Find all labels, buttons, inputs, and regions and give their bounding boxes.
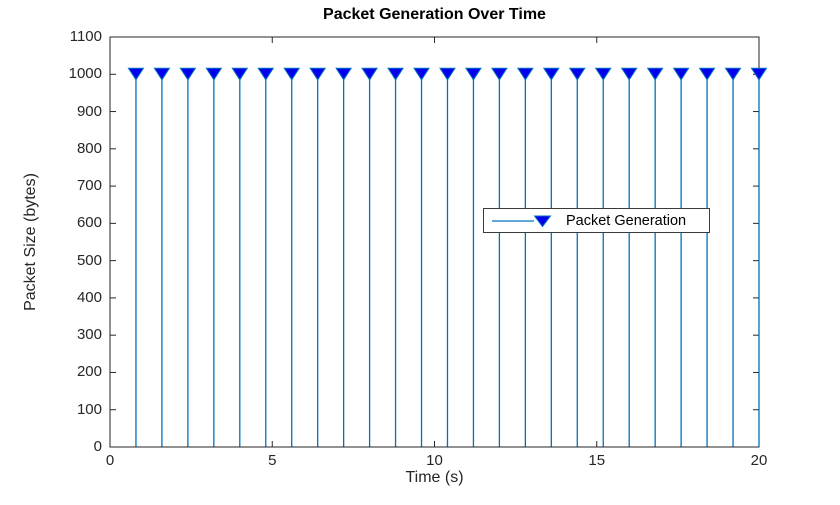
- stem-marker: [542, 67, 560, 81]
- chart-title: Packet Generation Over Time: [323, 6, 546, 23]
- y-tick-label: 500: [76, 251, 102, 269]
- y-tick-label: 200: [76, 363, 102, 381]
- stem-marker: [724, 67, 742, 81]
- y-tick-label: 400: [76, 288, 102, 306]
- axes-border: [109, 36, 760, 448]
- stem-marker: [516, 67, 534, 81]
- stem-marker: [231, 67, 249, 81]
- stem-marker: [387, 67, 404, 81]
- stem-marker: [257, 67, 275, 81]
- stem-marker: [568, 67, 586, 81]
- stem-marker: [283, 67, 301, 81]
- stem-marker: [309, 67, 327, 81]
- stem-marker: [179, 67, 197, 81]
- stem-marker: [413, 67, 430, 81]
- stem-marker: [646, 67, 664, 81]
- y-tick-label: 800: [76, 139, 102, 157]
- x-tick-label: 0: [105, 452, 115, 469]
- legend-marker-sample: [492, 215, 552, 228]
- y-tick-label: 300: [76, 326, 102, 344]
- y-tick-label: 600: [76, 214, 102, 232]
- stem-marker: [335, 67, 353, 81]
- stem-marker: [620, 67, 638, 81]
- legend-box: Packet Generation: [483, 208, 710, 233]
- x-tick-label: 15: [588, 452, 606, 469]
- x-tick-label: 10: [426, 452, 443, 469]
- x-axis-label: Time (s): [405, 469, 464, 486]
- y-tick-label: 1100: [69, 28, 102, 45]
- stem-marker: [153, 67, 171, 81]
- stem-marker: [465, 67, 482, 81]
- y-tick-label: 700: [76, 177, 102, 195]
- stem-marker: [750, 67, 768, 81]
- y-tick-label: 1000: [68, 65, 102, 83]
- legend-triangle-icon: [533, 215, 552, 228]
- y-tick-label: 100: [76, 400, 102, 418]
- stem-marker: [361, 67, 379, 81]
- stem-marker: [672, 67, 690, 81]
- stem-marker: [205, 67, 223, 81]
- stem-marker: [127, 67, 145, 81]
- stem-marker: [439, 67, 456, 81]
- x-tick-label: 5: [268, 452, 277, 469]
- y-tick-label: 0: [93, 438, 102, 455]
- y-axis-label: Packet Size (bytes): [22, 173, 39, 311]
- y-tick-label: 900: [76, 102, 102, 120]
- x-tick-label: 20: [750, 452, 768, 469]
- legend-entry-label: Packet Generation: [566, 212, 687, 229]
- stem-marker: [698, 67, 716, 81]
- stem-marker: [594, 67, 612, 81]
- stem-marker: [490, 67, 508, 81]
